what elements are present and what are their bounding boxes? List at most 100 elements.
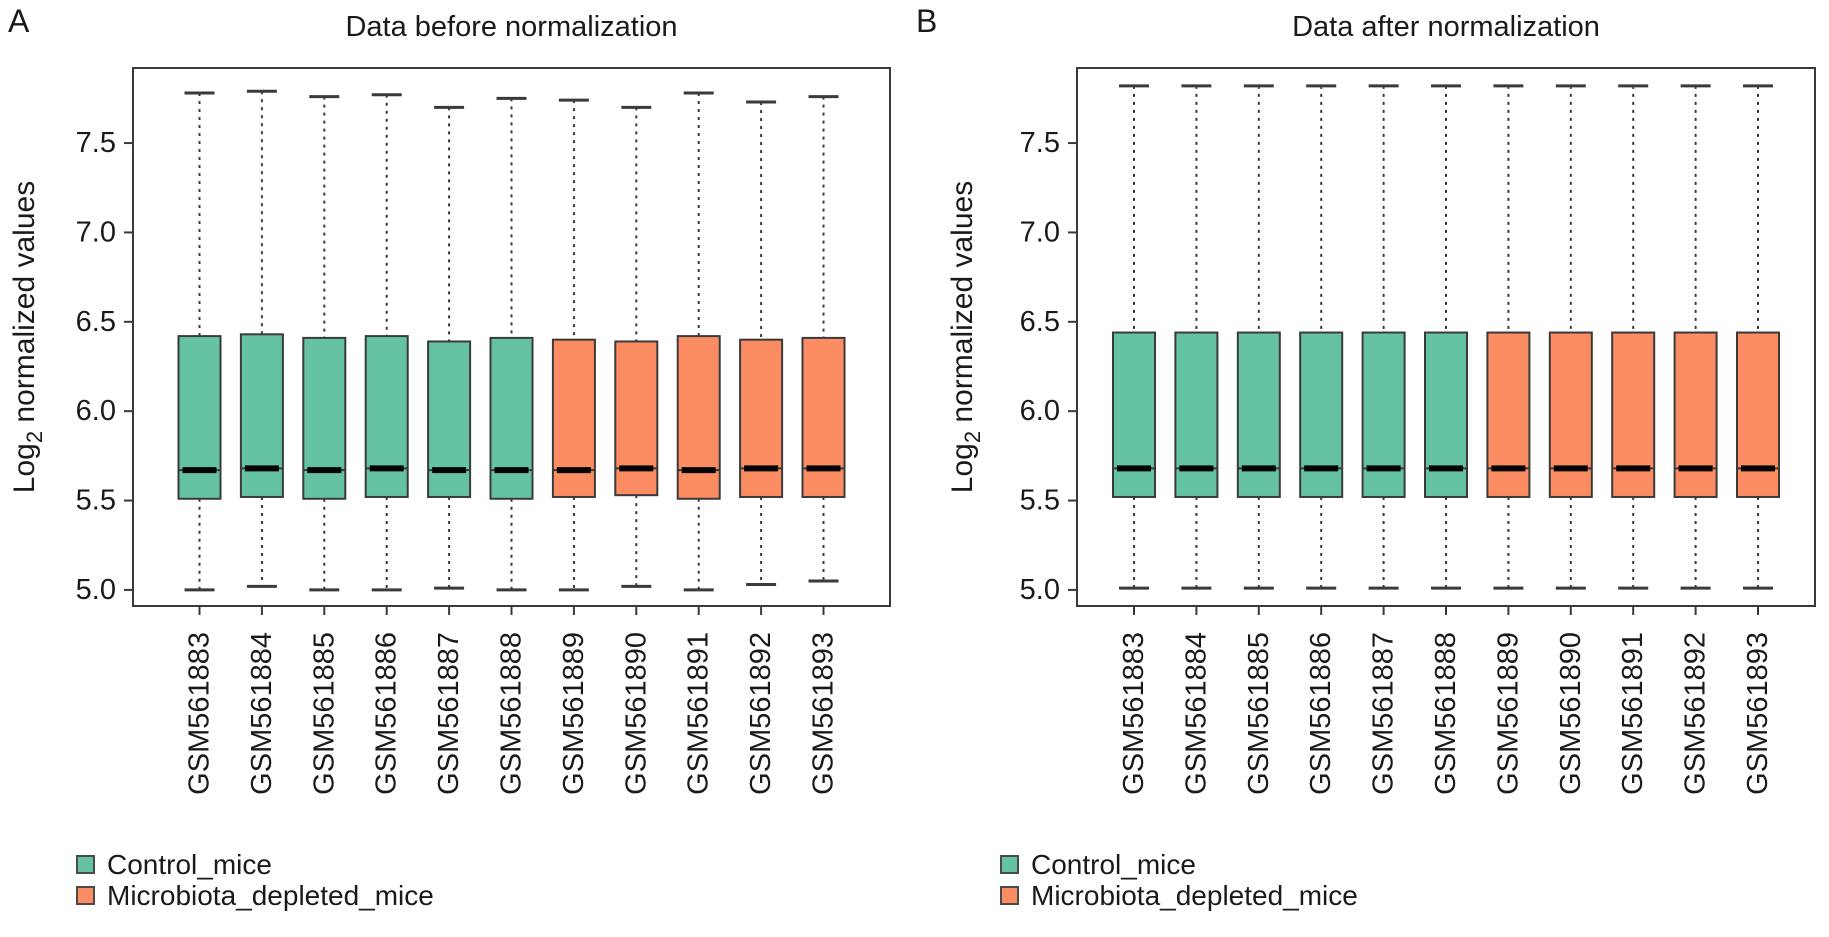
- panel-a-legend: Control_mice Microbiota_depleted_mice: [76, 849, 434, 911]
- y-tick-label: 6.5: [1020, 306, 1060, 338]
- y-tick-label: 7.0: [1020, 216, 1060, 248]
- x-tick-label: GSM561893: [1742, 632, 1774, 795]
- x-tick-label: GSM561888: [1430, 632, 1462, 795]
- y-tick-label: 6.0: [1020, 395, 1060, 427]
- x-tick-label: GSM561884: [1180, 632, 1212, 795]
- iqr-box: [1424, 331, 1468, 498]
- y-tick-label: 5.0: [1020, 574, 1060, 606]
- panel-b-letter: B: [916, 3, 938, 39]
- y-tick-label: 5.0: [76, 574, 116, 606]
- boxplot-GSM561889: GSM561889: [551, 98, 596, 795]
- boxplot-GSM561888: GSM561888: [1424, 84, 1468, 795]
- legend-swatch-microbiota-depleted-mice: [76, 886, 95, 905]
- iqr-box: [676, 335, 721, 500]
- legend-label-control-mice: Control_mice: [1031, 849, 1196, 880]
- x-tick-label: GSM561889: [558, 632, 590, 795]
- x-tick-label: GSM561890: [620, 632, 652, 795]
- iqr-box: [1486, 331, 1531, 498]
- x-tick-label: GSM561883: [184, 632, 216, 795]
- iqr-box: [1112, 331, 1156, 498]
- x-tick-label: GSM561886: [1305, 632, 1337, 795]
- boxplot-GSM561888: GSM561888: [489, 96, 534, 795]
- iqr-box: [1236, 331, 1281, 498]
- x-tick-label: GSM561890: [1555, 632, 1587, 795]
- legend-swatch-control-mice: [76, 855, 95, 874]
- iqr-box: [364, 335, 409, 498]
- plot-frame: [1076, 67, 1816, 607]
- boxplot-GSM561883: GSM561883: [1112, 84, 1156, 795]
- x-tick-label: GSM561891: [1617, 632, 1649, 795]
- boxplot-GSM561892: GSM561892: [739, 100, 784, 795]
- boxplot-GSM561887: GSM561887: [427, 105, 472, 795]
- iqr-box: [551, 338, 596, 498]
- legend-swatch-control-mice: [1000, 855, 1019, 874]
- boxplot-GSM561885: GSM561885: [302, 95, 347, 795]
- x-tick-label: GSM561887: [433, 632, 465, 795]
- boxplot-GSM561889: GSM561889: [1486, 84, 1531, 795]
- x-tick-label: GSM561893: [808, 632, 840, 795]
- x-tick-label: GSM561887: [1368, 632, 1400, 795]
- y-tick-label: 6.0: [76, 395, 116, 427]
- boxplot-GSM561886: GSM561886: [364, 93, 409, 795]
- panel-A: 5.0 5.5 6.0 6.5 7.0 7.5 Log2 normalized values…: [8, 67, 891, 795]
- panel-b-legend: Control_mice Microbiota_depleted_mice: [1000, 849, 1358, 911]
- boxplot-chart: 5.0 5.5 6.0 6.5 7.0 7.5 Log2 normalized values…: [8, 67, 1816, 795]
- y-tick-label: 5.5: [1020, 485, 1060, 517]
- x-tick-label: GSM561892: [1680, 632, 1712, 795]
- y-axis-label: Log2 normalized values: [8, 181, 47, 493]
- panel-B: 5.0 5.5 6.0 6.5 7.0 7.5 Log2 normalized values…: [946, 67, 1816, 795]
- boxplot-GSM561885: GSM561885: [1236, 84, 1281, 795]
- iqr-box: [489, 336, 534, 500]
- iqr-box: [177, 335, 222, 500]
- plot-frame: [132, 67, 891, 607]
- legend-item-control-mice: Control_mice: [76, 849, 434, 880]
- x-tick-label: GSM561885: [308, 632, 340, 795]
- iqr-box: [1611, 331, 1656, 498]
- iqr-box: [239, 333, 284, 498]
- iqr-box: [1361, 331, 1406, 498]
- iqr-box: [1174, 331, 1219, 498]
- x-tick-label: GSM561883: [1118, 632, 1150, 795]
- y-tick-label: 5.5: [76, 485, 116, 517]
- iqr-box: [614, 340, 659, 497]
- iqr-box: [1299, 331, 1344, 498]
- boxplot-GSM561887: GSM561887: [1361, 84, 1406, 795]
- y-tick-label: 7.5: [1020, 127, 1060, 159]
- legend-label-microbiota-depleted-mice: Microbiota_depleted_mice: [1031, 880, 1358, 911]
- x-tick-label: GSM561892: [745, 632, 777, 795]
- x-tick-label: GSM561888: [496, 632, 528, 795]
- legend-label-microbiota-depleted-mice: Microbiota_depleted_mice: [107, 880, 434, 911]
- boxplot-GSM561890: GSM561890: [1548, 84, 1593, 795]
- boxplot-GSM561893: GSM561893: [1736, 84, 1780, 795]
- iqr-box: [302, 336, 347, 500]
- x-tick-label: GSM561886: [371, 632, 403, 795]
- x-tick-label: GSM561889: [1492, 632, 1524, 795]
- iqr-box: [1736, 331, 1780, 498]
- y-tick-label: 7.0: [76, 216, 116, 248]
- iqr-box: [1673, 331, 1718, 498]
- legend-item-microbiota-depleted-mice: Microbiota_depleted_mice: [76, 880, 434, 911]
- x-tick-label: GSM561884: [246, 632, 278, 795]
- legend-swatch-microbiota-depleted-mice: [1000, 886, 1019, 905]
- boxplot-GSM561892: GSM561892: [1673, 84, 1718, 795]
- boxplot-GSM561883: GSM561883: [177, 91, 222, 795]
- boxplot-GSM561893: GSM561893: [801, 95, 846, 795]
- legend-item-control-mice: Control_mice: [1000, 849, 1358, 880]
- y-tick-label: 7.5: [76, 127, 116, 159]
- iqr-box: [427, 340, 472, 498]
- panel-a-letter: A: [8, 3, 30, 39]
- y-axis-label: Log2 normalized values: [946, 181, 985, 493]
- x-tick-label: GSM561885: [1243, 632, 1275, 795]
- panel-b-title: Data after normalization: [1292, 11, 1600, 43]
- boxplot-GSM561890: GSM561890: [614, 105, 659, 795]
- y-tick-label: 6.5: [76, 306, 116, 338]
- boxplot-GSM561884: GSM561884: [1174, 84, 1219, 795]
- iqr-box: [739, 338, 784, 498]
- x-tick-label: GSM561891: [683, 632, 715, 795]
- legend-item-microbiota-depleted-mice: Microbiota_depleted_mice: [1000, 880, 1358, 911]
- boxplot-GSM561886: GSM561886: [1299, 84, 1344, 795]
- iqr-box: [801, 336, 846, 498]
- legend-label-control-mice: Control_mice: [107, 849, 272, 880]
- boxplot-GSM561891: GSM561891: [1611, 84, 1656, 795]
